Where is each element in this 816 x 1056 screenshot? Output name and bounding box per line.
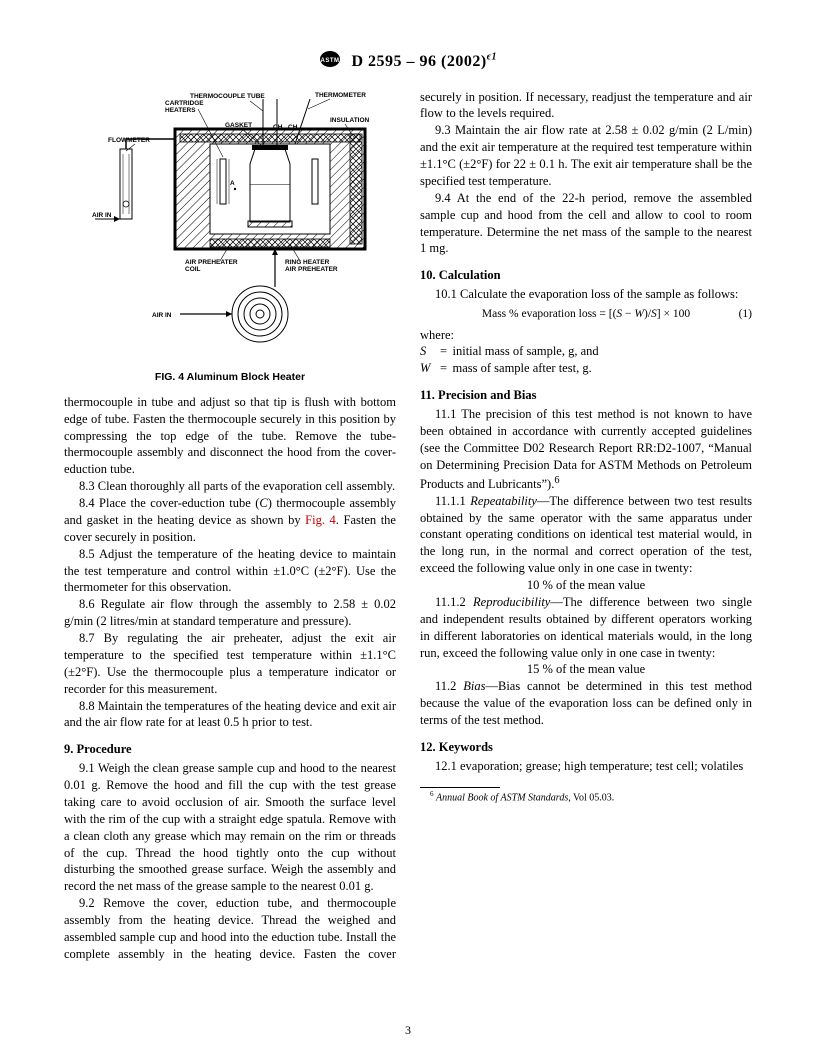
para-9-1: 9.1 Weigh the clean grease sample cup an… (64, 760, 396, 895)
page-header: ASTM D 2595 – 96 (2002)ϵ1 (64, 50, 752, 75)
equation-1-number: (1) (729, 307, 752, 323)
where-S: S=initial mass of sample, g, and (420, 343, 752, 360)
para-9-3: 9.3 Maintain the air flow rate at 2.58 ±… (420, 122, 752, 190)
svg-text:FLOWMETER: FLOWMETER (108, 137, 150, 144)
svg-text:THERMOMETER: THERMOMETER (315, 92, 366, 99)
figure-4-caption: FIG. 4 Aluminum Block Heater (64, 370, 396, 384)
svg-text:CH: CH (273, 124, 283, 131)
para-11-1-2: 11.1.2 Reproducibility—The difference be… (420, 594, 752, 662)
page-number: 3 (0, 1022, 816, 1038)
para-8-6: 8.6 Regulate air flow through the assemb… (64, 596, 396, 630)
svg-text:CARTRIDGE: CARTRIDGE (165, 100, 204, 107)
para-11-1-1: 11.1.1 Repeatability—The difference betw… (420, 493, 752, 577)
para-11-2: 11.2 Bias—Bias cannot be determined in t… (420, 678, 752, 729)
svg-text:A: A (230, 180, 235, 187)
equation-1: Mass % evaporation loss = [(S − W)/S] × … (443, 307, 752, 323)
heading-12: 12. Keywords (420, 739, 752, 756)
svg-text:GASKET: GASKET (225, 122, 252, 129)
figure-4: THERMOCOUPLE TUBE THERMOMETER CARTRIDGE … (64, 89, 396, 384)
para-10-1: 10.1 Calculate the evaporation loss of t… (420, 286, 752, 303)
para-8-8: 8.8 Maintain the temperatures of the hea… (64, 698, 396, 732)
designation-superscript: ϵ1 (487, 52, 497, 63)
svg-text:AIR IN: AIR IN (152, 312, 172, 319)
para-12-1: 12.1 evaporation; grease; high temperatu… (420, 758, 752, 775)
heading-9: 9. Procedure (64, 741, 396, 758)
para-8-7: 8.7 By regulating the air preheater, adj… (64, 630, 396, 698)
para-9-4: 9.4 At the end of the 22-h period, remov… (420, 190, 752, 258)
svg-text:HEATERS: HEATERS (165, 107, 196, 114)
two-column-body: THERMOCOUPLE TUBE THERMOMETER CARTRIDGE … (64, 89, 752, 969)
svg-text:ASTM: ASTM (320, 58, 339, 64)
svg-text:AIR IN: AIR IN (92, 212, 112, 219)
fig-4-reference: Fig. 4 (305, 513, 336, 527)
footnote-6: 6 Annual Book of ASTM Standards, Vol 05.… (420, 790, 752, 805)
repeatability-value: 10 % of the mean value (420, 577, 752, 594)
para-8-5: 8.5 Adjust the temperature of the heatin… (64, 546, 396, 597)
where-label: where: (420, 327, 752, 344)
svg-text:AIR PREHEATER: AIR PREHEATER (185, 259, 238, 266)
para-11-1: 11.1 The precision of this test method i… (420, 406, 752, 493)
svg-text:INSULATION: INSULATION (330, 117, 370, 124)
svg-text:CH: CH (288, 124, 298, 131)
designation-number: D 2595 – 96 (2002) (351, 53, 486, 70)
figure-4-diagram: THERMOCOUPLE TUBE THERMOMETER CARTRIDGE … (80, 89, 380, 364)
where-W: W=mass of sample after test, g. (420, 360, 752, 377)
svg-text:RING HEATER: RING HEATER (285, 259, 330, 266)
para-8-3: 8.3 Clean thoroughly all parts of the ev… (64, 478, 396, 495)
svg-text:THERMOCOUPLE TUBE: THERMOCOUPLE TUBE (190, 93, 265, 100)
astm-logo: ASTM (319, 50, 341, 75)
svg-text:AIR PREHEATER: AIR PREHEATER (285, 266, 338, 273)
para-8-2-continued: thermocouple in tube and adjust so that … (64, 394, 396, 478)
heading-11: 11. Precision and Bias (420, 387, 752, 404)
svg-text:COIL: COIL (185, 266, 201, 273)
footnote-rule (420, 787, 500, 788)
para-8-4: 8.4 Place the cover-eduction tube (C) th… (64, 495, 396, 546)
heading-10: 10. Calculation (420, 267, 752, 284)
reproducibility-value: 15 % of the mean value (420, 661, 752, 678)
